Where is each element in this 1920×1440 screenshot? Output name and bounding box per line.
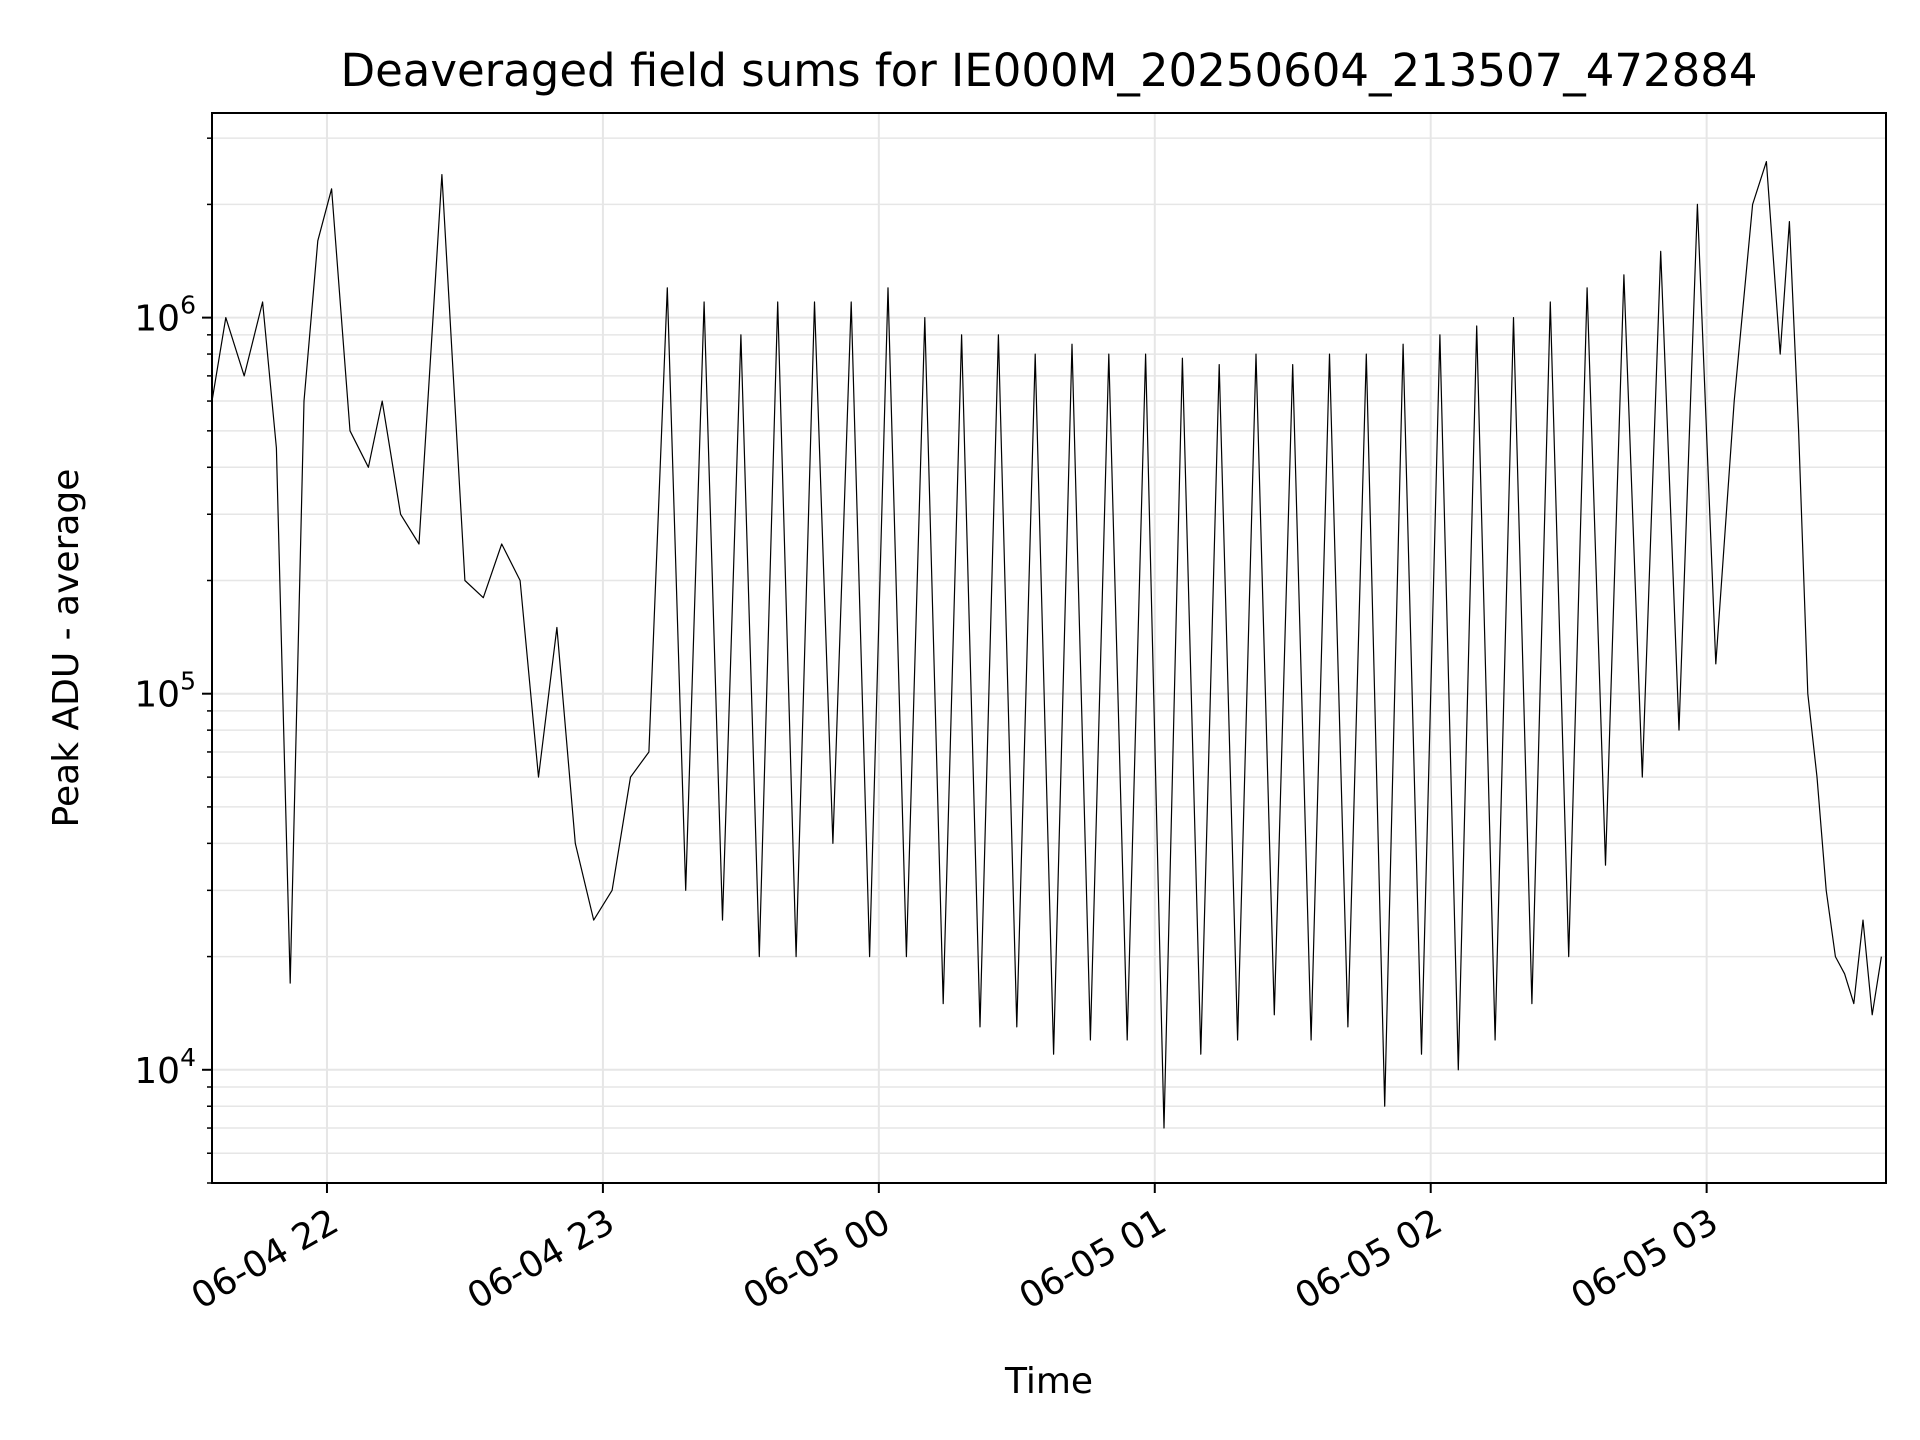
y-axis-label: Peak ADU - average bbox=[46, 469, 87, 828]
x-tick-label: 06-05 00 bbox=[737, 1201, 898, 1317]
series-line bbox=[211, 161, 1882, 1129]
grid-lines bbox=[212, 113, 1886, 1184]
x-tick-label: 06-05 01 bbox=[1013, 1201, 1174, 1317]
chart-title: Deaveraged field sums for IE000M_2025060… bbox=[340, 44, 1757, 97]
y-tick-label: 104 bbox=[134, 1043, 196, 1092]
x-tick-label: 06-05 02 bbox=[1289, 1201, 1450, 1317]
y-tick-label: 106 bbox=[134, 291, 196, 340]
x-tick-label: 06-05 03 bbox=[1564, 1201, 1725, 1317]
x-axis-label: Time bbox=[1004, 1361, 1093, 1402]
plot-frame bbox=[211, 112, 1887, 1184]
y-tick-label: 105 bbox=[134, 667, 196, 716]
x-tick-label: 06-04 22 bbox=[185, 1201, 346, 1317]
x-tick-label: 06-04 23 bbox=[461, 1201, 622, 1317]
